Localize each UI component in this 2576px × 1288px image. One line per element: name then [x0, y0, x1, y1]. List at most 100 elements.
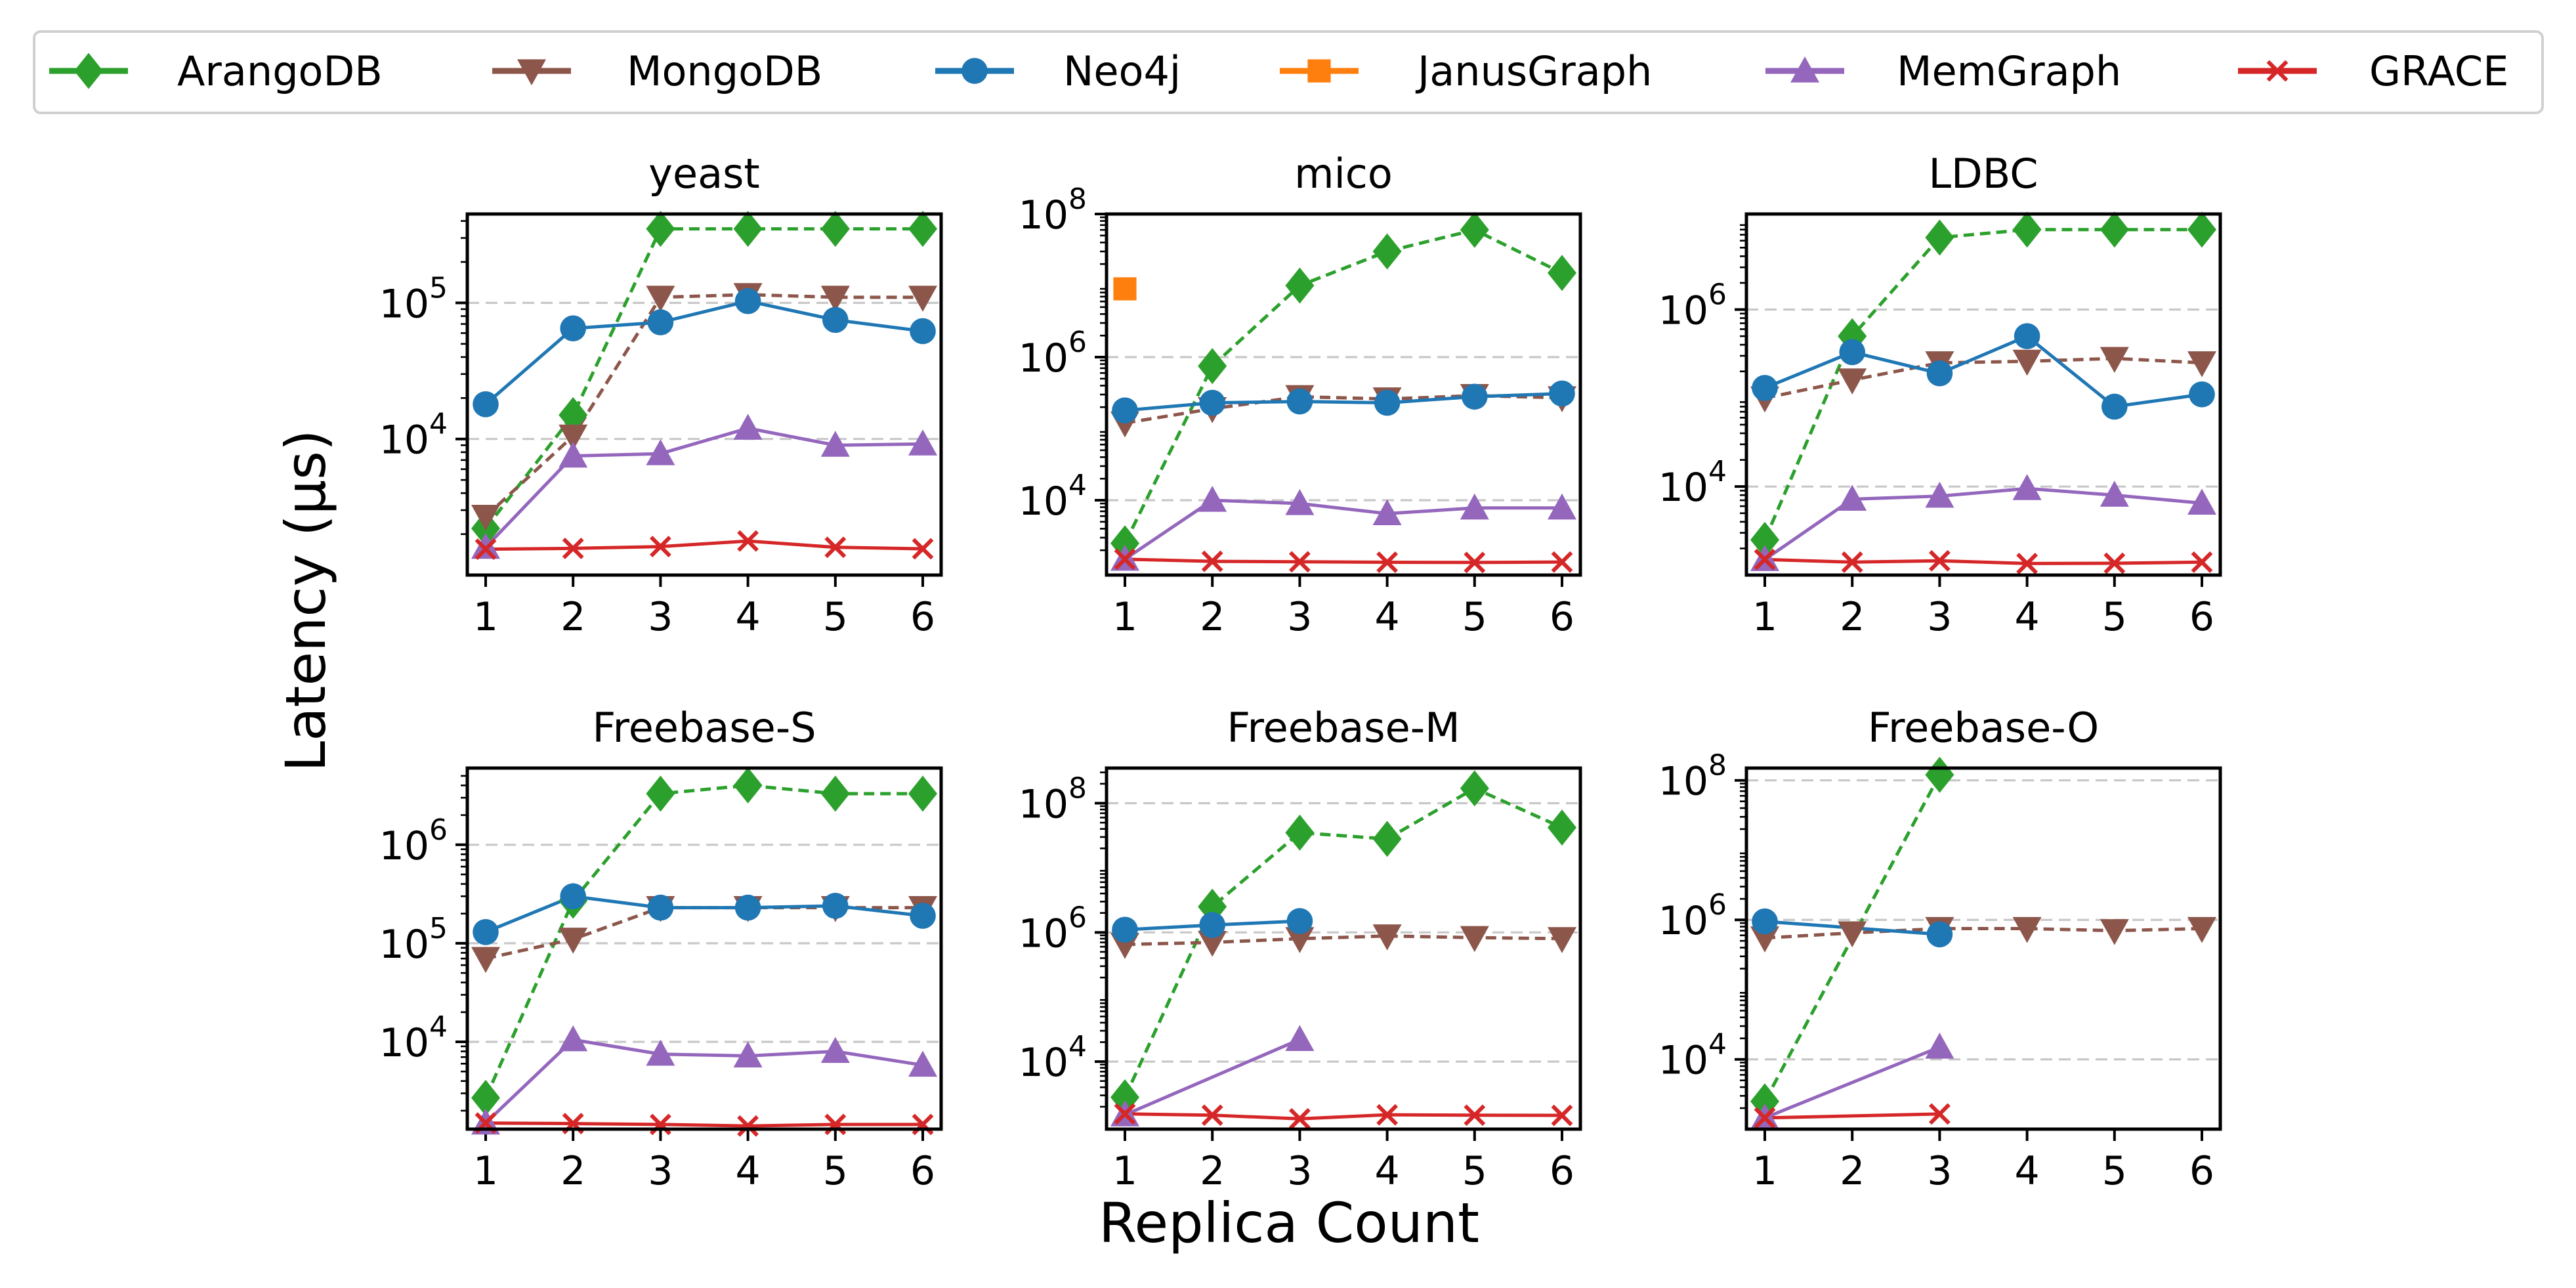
- data-point-memgraph: [908, 1050, 937, 1077]
- x-tick-label: 3: [648, 1148, 673, 1194]
- data-point-neo4j: [1926, 921, 1953, 948]
- data-point-arangodb: [1460, 211, 1489, 248]
- data-point-arangodb: [2100, 211, 2129, 248]
- y-tick-label: 106: [1019, 326, 1087, 381]
- x-tick-label: 6: [1550, 1148, 1574, 1194]
- legend-item-janusgraph: JanusGraph: [1280, 47, 1652, 95]
- y-tick-label: 106: [1658, 888, 1727, 944]
- panel-freebase-o: 104 106 108 1 2 3 4 5 6 Freebase-O: [1658, 704, 2222, 1194]
- data-point-arangodb: [2012, 211, 2042, 248]
- data-point-arangodb: [646, 775, 675, 812]
- data-point-neo4j: [1112, 916, 1138, 943]
- legend: ArangoDB MongoDB Neo4j JanusGraph MemGraph GR…: [33, 30, 2544, 114]
- data-point-neo4j: [2101, 393, 2128, 420]
- data-point-arangodb: [2187, 211, 2216, 248]
- series-line-grace: [485, 1121, 923, 1128]
- data-point-memgraph: [908, 429, 937, 456]
- y-tick-label: 108: [1658, 749, 1727, 805]
- data-point-memgraph: [471, 532, 500, 559]
- data-point-arangodb: [1285, 814, 1315, 851]
- series-line-mongodb: [1764, 356, 2203, 400]
- panel-title: Freebase-O: [1868, 704, 2099, 752]
- legend-item-arangodb: ArangoDB: [49, 47, 383, 95]
- data-point-neo4j: [822, 307, 849, 333]
- data-point-memgraph: [559, 441, 588, 468]
- data-point-mongodb: [1198, 930, 1227, 957]
- series-line-grace: [1124, 1112, 1563, 1121]
- plot-area: [465, 766, 943, 1131]
- y-axis-label: Latency (μs): [274, 429, 338, 771]
- legend-marker-mongodb: [517, 59, 546, 85]
- x-tick-label: 6: [910, 594, 935, 640]
- data-point-grace: [1288, 551, 1311, 573]
- y-tick-label: 104: [1658, 1028, 1727, 1084]
- plot-area: [1744, 212, 2222, 577]
- data-point-mongodb: [2012, 916, 2042, 943]
- data-point-mongodb: [1838, 921, 1867, 948]
- data-point-arangodb: [820, 775, 850, 812]
- legend-label-memgraph: MemGraph: [1897, 47, 2121, 95]
- x-tick-label: 4: [2015, 594, 2040, 640]
- data-point-mongodb: [1460, 926, 1489, 953]
- data-point-memgraph: [646, 439, 675, 465]
- x-tick-label: 4: [1375, 1148, 1400, 1194]
- data-point-memgraph: [1285, 488, 1315, 515]
- data-point-memgraph: [733, 414, 763, 440]
- data-point-neo4j: [1199, 389, 1225, 416]
- data-point-mongodb: [1548, 927, 1576, 953]
- series-line-mongodb: [1124, 934, 1563, 947]
- data-point-neo4j: [2014, 323, 2040, 349]
- legend-label-neo4j: Neo4j: [1063, 47, 1181, 95]
- panel-freebase-m: 104 106 108 1 2 3 4 5 6 Freebase-M: [1019, 704, 1582, 1194]
- y-tick-label: 104: [1019, 469, 1087, 525]
- data-point-arangodb: [471, 1079, 500, 1116]
- data-point-neo4j: [473, 918, 499, 945]
- data-point-neo4j: [1549, 380, 1575, 407]
- panel-mico: 104 106 108 1 2 3 4 5 6 mico: [1019, 150, 1582, 640]
- panel-title: yeast: [648, 150, 759, 198]
- series-line-arangodb: [484, 783, 923, 1099]
- y-tick-label: 104: [1658, 455, 1727, 511]
- series-line-memgraph: [1763, 486, 2203, 561]
- legend-marker-arangodb: [74, 53, 103, 89]
- y-tick-label: 105: [379, 912, 448, 968]
- data-point-neo4j: [734, 288, 761, 314]
- x-tick-label: 3: [1927, 1148, 1952, 1194]
- plot-area: [1105, 212, 1582, 577]
- data-point-grace: [2103, 552, 2126, 574]
- series-line-grace: [1764, 557, 2203, 565]
- data-point-memgraph: [1925, 481, 1954, 508]
- data-point-arangodb: [1750, 521, 1779, 558]
- data-point-memgraph: [1372, 499, 1402, 526]
- data-point-grace: [475, 538, 497, 560]
- data-point-neo4j: [473, 391, 499, 418]
- x-tick-label: 2: [560, 594, 585, 640]
- data-point-arangodb: [908, 775, 937, 812]
- series-line-neo4j: [485, 894, 923, 934]
- data-point-neo4j: [822, 893, 849, 919]
- series-line-memgraph: [484, 1038, 923, 1125]
- data-point-grace: [1841, 551, 1863, 573]
- plot-area: [1744, 766, 2222, 1131]
- data-point-neo4j: [1752, 908, 1778, 935]
- data-point-grace: [1754, 1107, 1776, 1129]
- data-point-neo4j: [1926, 360, 1953, 387]
- data-point-mongodb: [559, 928, 588, 954]
- series-line-arangodb: [1763, 228, 2202, 541]
- data-point-mongodb: [471, 504, 500, 531]
- x-tick-label: 3: [648, 594, 673, 640]
- x-tick-label: 5: [2102, 594, 2127, 640]
- data-point-neo4j: [560, 315, 586, 341]
- data-point-memgraph: [1460, 493, 1489, 520]
- y-tick-label: 104: [379, 408, 448, 463]
- legend-item-mongodb: MongoDB: [492, 47, 822, 95]
- data-point-neo4j: [910, 318, 936, 345]
- x-tick-label: 5: [823, 1148, 848, 1194]
- legend-item-memgraph: MemGraph: [1765, 47, 2121, 95]
- x-tick-label: 3: [1287, 594, 1312, 640]
- x-tick-label: 2: [1840, 594, 1865, 640]
- data-point-arangodb: [1372, 821, 1402, 857]
- legend-item-neo4j: Neo4j: [935, 47, 1181, 95]
